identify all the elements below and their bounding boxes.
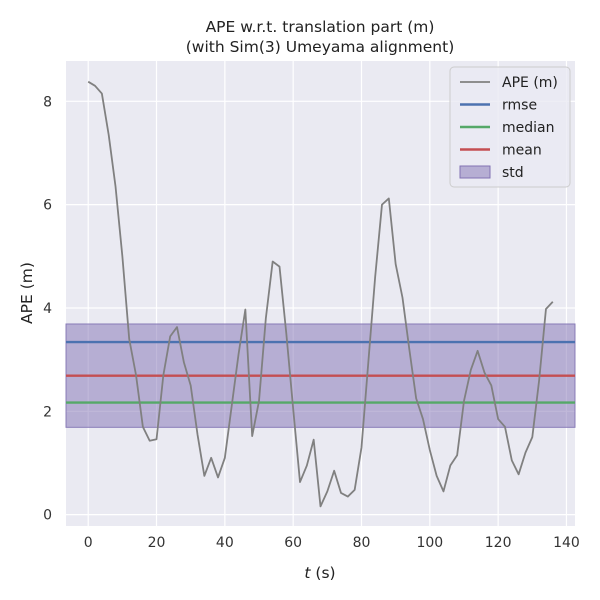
legend-items: APE (m) rmse median mean std — [459, 75, 558, 181]
legend-swatch-std — [459, 165, 491, 179]
y-tick-label: 8 — [43, 94, 52, 110]
x-tick-label: 20 — [148, 535, 166, 551]
x-tick-label: 100 — [416, 535, 443, 551]
legend-label: rmse — [502, 98, 537, 114]
y-tick-label: 0 — [43, 508, 52, 524]
legend: APE (m) rmse median mean std — [449, 66, 571, 188]
x-tick-label: 40 — [216, 535, 234, 551]
x-axis-label: t (s) — [304, 564, 335, 582]
y-tick-labels: 0 2 4 6 8 — [43, 94, 52, 523]
y-tick-label: 2 — [43, 404, 52, 420]
chart-title: APE w.r.t. translation part (m) — [206, 18, 435, 36]
x-tick-label: 140 — [553, 535, 580, 551]
x-axis-unit: (s) — [310, 564, 335, 582]
ape-series-layer — [87, 80, 554, 508]
legend-label: median — [502, 120, 554, 136]
legend-label: std — [502, 165, 524, 181]
y-tick-label: 6 — [43, 198, 52, 214]
y-axis-label: APE (m) — [18, 262, 36, 324]
x-tick-labels: 0 20 40 60 80 100 120 140 — [84, 535, 580, 551]
stat-lines-layer — [66, 340, 575, 404]
x-tick-label: 0 — [84, 535, 93, 551]
chart-subtitle: (with Sim(3) Umeyama alignment) — [186, 38, 455, 56]
x-tick-label: 80 — [353, 535, 371, 551]
x-tick-label: 120 — [485, 535, 512, 551]
legend-label: APE (m) — [502, 75, 558, 91]
ape-series-line — [87, 80, 554, 508]
legend-label: mean — [502, 143, 542, 159]
x-axis-var: t — [304, 564, 311, 582]
y-tick-label: 4 — [43, 301, 52, 317]
legend-frame — [449, 66, 571, 188]
x-tick-label: 60 — [284, 535, 302, 551]
